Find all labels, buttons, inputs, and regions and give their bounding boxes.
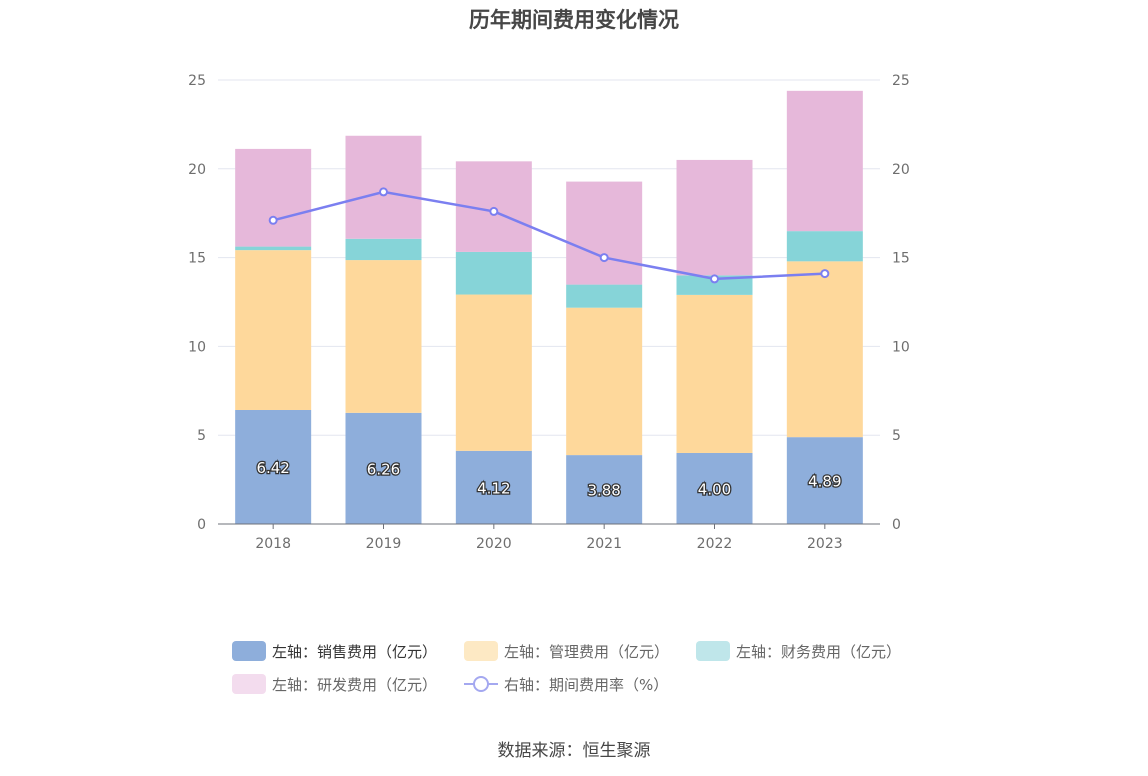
bar-segment bbox=[786, 231, 863, 262]
chart-title: 历年期间费用变化情况 bbox=[469, 8, 679, 32]
bar-segment bbox=[786, 90, 863, 232]
y-left-tick-label: 0 bbox=[197, 517, 206, 533]
x-tick-label: 2020 bbox=[476, 536, 512, 552]
rate-point bbox=[268, 215, 278, 225]
y-right-tick-label: 20 bbox=[892, 162, 910, 178]
legend-line-marker-icon bbox=[464, 674, 498, 694]
bar-data-label: 4.12 bbox=[477, 479, 510, 497]
legend-label: 左轴：研发费用（亿元） bbox=[272, 675, 438, 694]
legend-item[interactable]: 左轴：销售费用（亿元） bbox=[232, 640, 437, 662]
y-left-tick-label: 25 bbox=[188, 73, 206, 89]
bar-data-label: 3.88 bbox=[587, 482, 620, 500]
bar-data-label: 4.89 bbox=[808, 473, 841, 491]
chart-canvas: 0 5 10 15 20 25 0 5 10 15 20 25 6.42 2018 6.26 2019 4.12… bbox=[188, 73, 910, 552]
legend-item[interactable]: 左轴：管理费用（亿元） bbox=[464, 640, 669, 662]
bar-segment bbox=[455, 294, 532, 451]
bar-segment bbox=[455, 450, 532, 524]
bar-data-label: 6.26 bbox=[367, 460, 400, 478]
y-right-tick-label: 25 bbox=[892, 73, 910, 89]
bar-data-label: 6.42 bbox=[256, 459, 289, 477]
bar-segment bbox=[455, 251, 532, 295]
legend-swatch-icon bbox=[464, 641, 498, 661]
legend-swatch-icon bbox=[232, 641, 266, 661]
bar-segment bbox=[235, 148, 312, 247]
x-tick-label: 2022 bbox=[697, 536, 733, 552]
bar-segment bbox=[676, 294, 753, 453]
bar-segment bbox=[676, 452, 753, 524]
bar-segment bbox=[345, 135, 422, 239]
bar-segment bbox=[345, 260, 422, 413]
y-right-tick-label: 0 bbox=[892, 517, 901, 533]
bar-data-label: 4.00 bbox=[698, 480, 731, 498]
bar-segment bbox=[235, 246, 312, 251]
rate-point bbox=[599, 253, 609, 263]
legend-swatch-icon bbox=[696, 641, 730, 661]
y-right-tick-label: 10 bbox=[892, 339, 910, 355]
x-tick-label: 2021 bbox=[586, 536, 622, 552]
data-source: 数据来源：恒生聚源 bbox=[497, 741, 651, 761]
bar-segment bbox=[566, 307, 643, 456]
bar-segment bbox=[566, 284, 643, 308]
bar-segment bbox=[676, 275, 753, 295]
legend-item[interactable]: 右轴：期间费用率（%） bbox=[464, 673, 668, 695]
legend-item[interactable]: 左轴：研发费用（亿元） bbox=[232, 673, 437, 695]
y-left-tick-label: 5 bbox=[197, 428, 206, 444]
legend-label: 左轴：管理费用（亿元） bbox=[504, 642, 670, 661]
y-left-tick-label: 15 bbox=[188, 251, 206, 267]
bar-segment bbox=[235, 409, 312, 524]
rate-line bbox=[272, 190, 825, 281]
bar-segment bbox=[786, 437, 863, 524]
rate-point bbox=[820, 269, 830, 279]
rate-point bbox=[379, 187, 388, 197]
legend-label: 左轴：财务费用（亿元） bbox=[736, 642, 902, 661]
bar-segment bbox=[786, 261, 863, 438]
y-right-tick-label: 5 bbox=[892, 428, 901, 444]
legend-swatch-icon bbox=[232, 674, 266, 694]
rate-point bbox=[710, 274, 719, 284]
legend-label: 右轴：期间费用率（%） bbox=[504, 675, 669, 694]
y-left-tick-label: 10 bbox=[188, 339, 206, 355]
y-left-tick-label: 20 bbox=[188, 162, 206, 178]
legend-label: 左轴：销售费用（亿元） bbox=[272, 642, 438, 661]
x-tick-label: 2023 bbox=[807, 536, 843, 552]
bar-segment bbox=[345, 238, 422, 261]
bar-segment bbox=[566, 455, 643, 524]
bar-segment bbox=[345, 412, 422, 524]
bar-segment bbox=[235, 250, 312, 410]
x-tick-label: 2019 bbox=[366, 536, 402, 552]
bar-segment bbox=[566, 181, 643, 285]
rate-point bbox=[489, 206, 499, 216]
legend-item[interactable]: 左轴：财务费用（亿元） bbox=[696, 640, 901, 662]
x-tick-label: 2018 bbox=[255, 536, 291, 552]
bar-segment bbox=[676, 159, 753, 276]
y-right-tick-label: 15 bbox=[892, 251, 910, 267]
